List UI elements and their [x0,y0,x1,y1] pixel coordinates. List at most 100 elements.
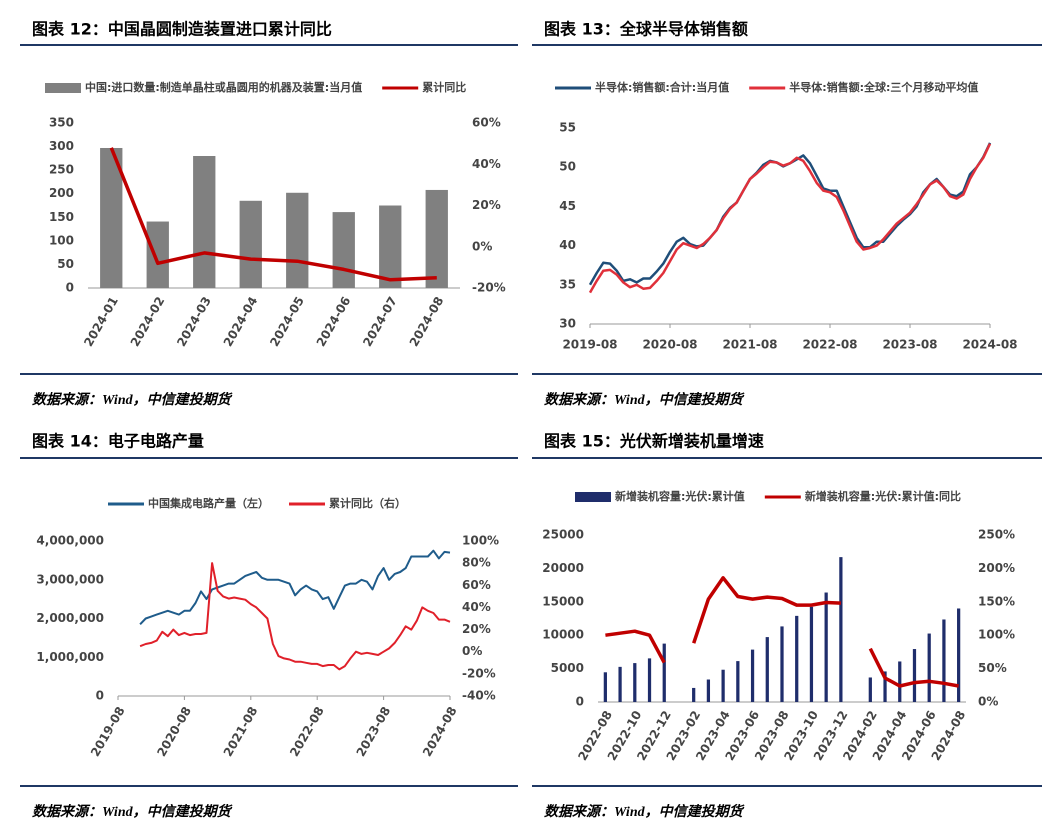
bar [868,677,872,702]
y-tick-label: 150 [49,210,74,224]
x-tick-label: 2024-03 [174,294,214,349]
y2-tick-label: 250% [978,528,1015,542]
y2-tick-label: 60% [472,116,501,130]
bar [721,669,725,702]
y-tick-label: 0 [96,689,104,703]
x-tick-label: 2024-02 [128,294,168,349]
bar [706,679,711,702]
series-line [139,562,451,671]
y-tick-label: 0 [576,695,584,709]
y2-tick-label: -20% [462,666,496,680]
bar [332,212,355,288]
bar [839,557,843,702]
x-tick-label: 2024-01 [81,294,121,349]
y-tick-label: 5000 [551,661,584,675]
y-tick-label: 4,000,000 [36,534,104,548]
bar [883,671,887,702]
bar [379,205,402,288]
x-tick-label: 2022-08 [287,704,327,759]
x-tick-label: 2019-08 [562,338,617,352]
y2-tick-label: 100% [978,628,1015,642]
y-tick-label: 350 [49,116,74,130]
bar [780,626,784,702]
series-line [588,143,992,294]
bar [795,615,799,702]
bar [603,672,607,702]
y-tick-label: 55 [559,121,576,135]
x-tick-label: 2019-08 [88,704,128,759]
series-line [139,549,451,625]
bar [662,643,666,702]
y2-tick-label: 150% [978,594,1015,608]
figure-title: 图表 14：电子电路产量 [32,432,204,451]
bar [146,221,169,288]
y-tick-label: 300 [49,139,74,153]
y2-tick-label: 40% [462,600,491,614]
y2-tick-label: -40% [462,689,496,703]
bar [942,619,946,702]
bar [425,189,448,288]
legend-label: 新增装机容量:光伏:累计值 [615,489,745,503]
y2-tick-label: 50% [978,661,1007,675]
y2-tick-label: 60% [462,578,491,592]
legend-label: 半导体:销售额:合计:当月值 [595,80,729,94]
source-note: 数据来源：Wind，中信建投期货 [32,803,233,820]
bar [692,687,696,702]
x-tick-label: 2020-08 [642,338,697,352]
figure-title: 图表 13：全球半导体销售额 [544,20,748,39]
legend-swatch [45,83,81,93]
series-line [109,147,437,282]
x-tick-label: 2023-08 [354,704,394,759]
legend-swatch [575,492,611,502]
y-tick-label: 35 [559,277,576,291]
series-line [605,629,666,664]
source-note: 数据来源：Wind，中信建投期货 [544,803,745,820]
x-tick-label: 2024-08 [962,338,1017,352]
bar [912,649,917,702]
y-tick-label: 0 [66,281,74,295]
bar [957,608,961,702]
y-tick-label: 45 [559,199,576,213]
bar [193,156,216,288]
x-tick-label: 2024-06 [314,294,354,349]
y-tick-label: 50 [559,160,576,174]
legend-label: 新增装机容量:光伏:累计值:同比 [805,489,961,503]
legend-label: 累计同比 [422,80,466,94]
bar [618,666,622,702]
y-tick-label: 20000 [542,561,584,575]
y-tick-label: 25000 [542,528,584,542]
figure-title: 图表 12：中国晶圆制造装置进口累计同比 [32,20,332,39]
y-tick-label: 1,000,000 [36,650,104,664]
bar [647,658,652,702]
y-tick-label: 200 [49,186,74,200]
series-line [868,647,959,688]
legend-label: 累计同比（右） [329,496,406,510]
bar [736,661,740,702]
series-line [692,576,841,644]
x-tick-label: 2024-05 [267,294,307,349]
y2-tick-label: 80% [462,556,491,570]
x-tick-label: 2024-08 [420,704,460,759]
y2-tick-label: 20% [472,198,501,212]
x-tick-label: 2021-08 [221,704,261,759]
bar [100,147,123,288]
bar [927,633,931,702]
y2-tick-label: 200% [978,561,1015,575]
x-tick-label: 2024-07 [360,294,400,349]
x-tick-label: 2021-08 [722,338,777,352]
x-tick-label: 2022-08 [802,338,857,352]
source-note: 数据来源：Wind，中信建投期货 [544,391,745,408]
legend-label: 半导体:销售额:全球:三个月移动平均值 [789,80,978,94]
bar [898,661,902,702]
y-tick-label: 10000 [542,628,584,642]
bar [750,649,755,702]
legend-label: 中国:进口数量:制造单晶柱或晶圆用的机器及装置:当月值 [85,80,362,94]
source-note: 数据来源：Wind，中信建投期货 [32,391,233,408]
bar [824,592,828,702]
y2-tick-label: 40% [472,157,501,171]
y2-tick-label: -20% [472,281,506,295]
x-tick-label: 2020-08 [154,704,194,759]
y-tick-label: 100 [49,233,74,247]
y-tick-label: 40 [559,238,576,252]
